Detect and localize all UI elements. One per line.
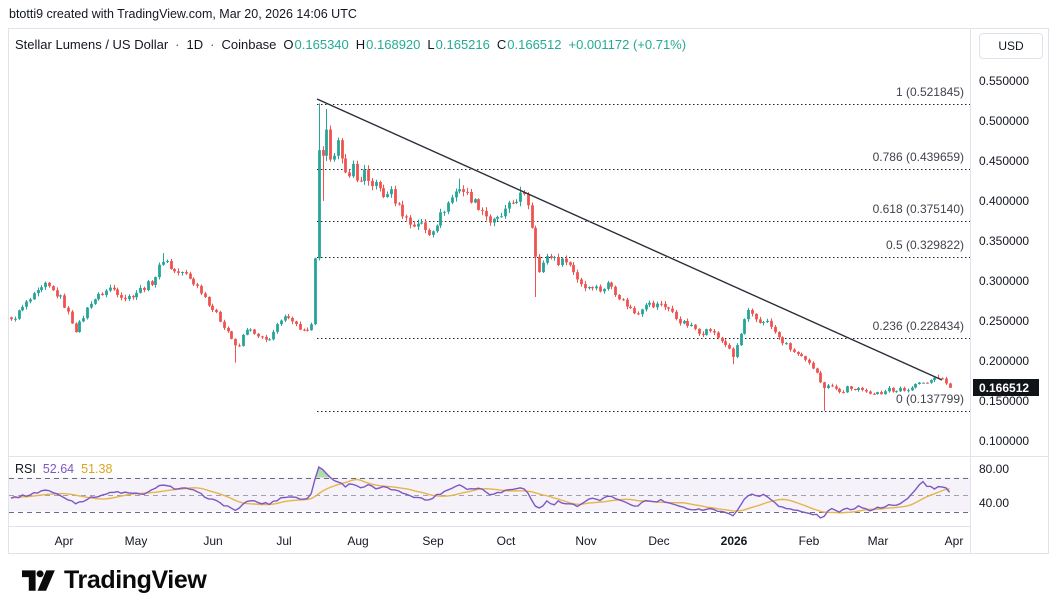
rsi-ma-value: 51.38 bbox=[81, 462, 113, 476]
price-tick-label: 0.150000 bbox=[979, 394, 1030, 408]
last-price-badge: 0.166512 bbox=[973, 379, 1039, 397]
price-tick-label: 0.100000 bbox=[979, 434, 1030, 448]
symbol-legend[interactable]: Stellar Lumens / US Dollar · 1D · Coinba… bbox=[15, 37, 686, 52]
fib-level-label: 0 (0.137799) bbox=[895, 391, 964, 406]
currency-toggle-button[interactable]: USD bbox=[979, 33, 1043, 59]
price-tick-label: 0.200000 bbox=[979, 354, 1030, 368]
chart-frame: Stellar Lumens / US Dollar · 1D · Coinba… bbox=[8, 28, 1049, 554]
time-axis-label: Feb bbox=[798, 534, 820, 548]
time-axis-label: 2026 bbox=[720, 534, 748, 548]
time-axis-label: Mar bbox=[867, 534, 889, 548]
fib-level-label: 0.786 (0.439659) bbox=[872, 150, 964, 165]
price-chart-canvas[interactable] bbox=[9, 29, 970, 456]
pane-separator bbox=[9, 456, 1048, 457]
tradingview-branding[interactable]: TradingView bbox=[22, 566, 207, 595]
price-tick-label: 0.500000 bbox=[979, 114, 1030, 128]
interval-label: 1D bbox=[186, 37, 204, 52]
fib-level-label: 0.236 (0.228434) bbox=[872, 319, 964, 334]
time-axis-label: Dec bbox=[648, 534, 670, 548]
change-value: +0.001172 (+0.71%) bbox=[568, 37, 687, 52]
price-scale[interactable]: USD 0.166512 0.550000 0.500000 0.450000 0.4… bbox=[971, 29, 1048, 553]
time-axis-label: Aug bbox=[347, 534, 369, 548]
chart-area: Stellar Lumens / US Dollar · 1D · Coinba… bbox=[9, 29, 970, 553]
fib-level-label: 1 (0.521845) bbox=[895, 84, 964, 99]
time-axis-label: Apr bbox=[944, 534, 964, 548]
price-tick-label: 0.300000 bbox=[979, 274, 1030, 288]
time-axis[interactable]: Apr May Jun Jul Aug Sep Oct Nov Dec 2026 Feb Mar Apr bbox=[9, 526, 970, 554]
time-axis-label: Sep bbox=[422, 534, 444, 548]
symbol-title: Stellar Lumens / US Dollar bbox=[15, 37, 169, 52]
time-axis-label: Apr bbox=[54, 534, 74, 548]
rsi-legend[interactable]: RSI 52.64 51.38 bbox=[15, 462, 112, 476]
attribution-text: btotti9 created with TradingView.com, Ma… bbox=[9, 7, 357, 21]
rsi-pane-canvas[interactable] bbox=[9, 456, 970, 526]
ohlc-open: O 0.165340 bbox=[283, 37, 349, 52]
fib-level-label: 0.5 (0.329822) bbox=[885, 238, 964, 253]
price-tick-label: 0.250000 bbox=[979, 314, 1030, 328]
price-scale-separator bbox=[970, 29, 971, 553]
ohlc-close: C 0.166512 bbox=[496, 37, 562, 52]
price-tick-label: 0.350000 bbox=[979, 234, 1030, 248]
price-tick-label: 0.400000 bbox=[979, 194, 1030, 208]
rsi-value: 52.64 bbox=[42, 462, 75, 476]
attribution-bar: btotti9 created with TradingView.com, Ma… bbox=[0, 0, 1057, 28]
time-axis-label: Jul bbox=[276, 534, 292, 548]
price-tick-label: 0.550000 bbox=[979, 74, 1030, 88]
legend-separator: · bbox=[210, 37, 215, 52]
price-tick-label: 0.450000 bbox=[979, 154, 1030, 168]
rsi-tick-label: 40.00 bbox=[979, 496, 1010, 510]
ohlc-low: L 0.165216 bbox=[427, 37, 490, 52]
ohlc-high: H 0.168920 bbox=[355, 37, 421, 52]
rsi-indicator-label: RSI bbox=[15, 462, 36, 476]
rsi-tick-label: 80.00 bbox=[979, 462, 1010, 476]
legend-separator: · bbox=[175, 37, 180, 52]
fib-level-label: 0.618 (0.375140) bbox=[872, 201, 964, 216]
time-axis-label: Nov bbox=[575, 534, 597, 548]
time-axis-label: May bbox=[124, 534, 148, 548]
time-axis-label: Jun bbox=[203, 534, 223, 548]
exchange-label: Coinbase bbox=[221, 37, 277, 52]
tradingview-logo-icon bbox=[22, 569, 55, 591]
tradingview-logo-text: TradingView bbox=[64, 566, 207, 594]
time-axis-label: Oct bbox=[496, 534, 516, 548]
